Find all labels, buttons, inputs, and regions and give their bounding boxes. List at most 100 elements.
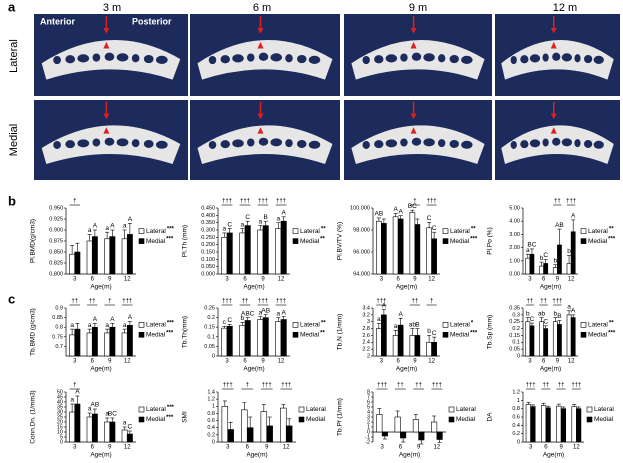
x-tick-label: 3 [380,277,384,283]
pore [561,138,572,147]
bar [381,223,387,275]
bar [239,232,246,275]
bar [69,334,76,357]
y-tick-label: 15 [57,424,63,430]
bar [280,319,287,357]
bar [529,325,535,357]
x-tick-label: 9 [559,445,563,451]
bar [529,253,535,275]
bar [392,335,399,357]
pore [232,54,244,63]
y-tick-label: 0.75 [52,334,63,340]
pore [411,137,422,146]
significance: ††† [376,299,386,305]
y-tick-label: 0.05 [509,347,520,353]
bar [69,253,76,275]
bar [226,325,233,357]
pore [116,138,129,147]
legend-label: Medial [300,332,320,339]
pore [270,53,282,62]
column-label: 3 m [103,2,121,14]
legend-swatch [292,238,299,244]
bar [409,335,416,357]
bar [418,431,425,441]
bar [275,321,282,357]
y-tick-label: 0.2 [512,431,520,437]
y-tick-label: 0.250 [201,235,215,241]
legend-swatch [138,406,145,413]
pore [374,55,384,64]
significance: ††† [552,299,562,305]
legend-swatch [580,321,587,328]
y-tick-label: 2.8 [362,326,370,332]
bar [221,327,228,357]
y-tick-label: 7 [367,394,370,400]
bar [397,324,404,357]
legend-stars: *** [470,330,478,336]
letter: B [264,214,268,221]
legend-stars: * [471,320,474,326]
y-tick-label: 0 [212,353,215,359]
x-tick-label: 3 [73,359,77,365]
bar [381,314,387,357]
x-tick-label: 3 [226,445,230,451]
pore [143,54,154,64]
column-label: 9 m [409,2,427,14]
legend-swatch [138,238,145,244]
letter: a [105,411,109,418]
pore [542,53,549,62]
pore [92,53,101,62]
pore [461,55,473,64]
letter: a [70,322,74,329]
bar [109,236,116,275]
y-tick-label: 1.4 [207,389,215,395]
letter: C [543,252,548,259]
significance: ††† [262,383,272,389]
y-axis-label: Pl.BV/TV (%) [337,222,344,260]
legend-label: Lateral [300,322,320,329]
bar [576,408,582,443]
pore [362,55,370,65]
x-axis-label: Age(m) [90,366,111,373]
column-label: 6 m [253,2,271,14]
bar [285,425,293,443]
legend-stars: ** [321,227,326,233]
ct-images [34,14,620,180]
pore [104,137,115,146]
x-tick-label: 9 [261,359,265,365]
pore [285,54,293,63]
significance: ††† [427,199,437,205]
bar [91,413,98,443]
bar [226,232,233,275]
bar [121,429,128,443]
letter: C [543,319,548,326]
pore [53,55,61,65]
y-tick-label: -1 [365,434,370,440]
bar [392,216,399,275]
letter: a [222,226,226,233]
y-tick-label: 0.05 [204,344,215,350]
pore [77,139,90,148]
bar [275,228,282,275]
letter: a [276,310,280,317]
y-tick-label: 0.7 [55,344,63,350]
legend-stars: ** [321,320,326,326]
pore [155,55,168,64]
y-axis-label: Tb.BMD (g/cm3) [30,308,37,356]
y-tick-label: 3.4 [362,305,370,311]
y-axis-label: Tb.Pf (1/mm) [337,398,344,436]
legend-swatch [138,331,145,338]
bar [74,403,81,443]
bar [409,212,416,275]
pore [584,54,593,64]
bar [246,427,254,443]
panel-label: c [8,291,15,306]
bar [280,220,287,275]
x-axis-label: Age(m) [90,284,111,291]
legend-stars: *** [470,237,478,243]
legend-stars: *** [608,330,616,336]
significance: † [108,299,111,305]
x-axis-label: Age(m) [243,366,264,373]
y-axis-label: Pl.Th (mm) [182,225,189,257]
pore [143,139,154,148]
